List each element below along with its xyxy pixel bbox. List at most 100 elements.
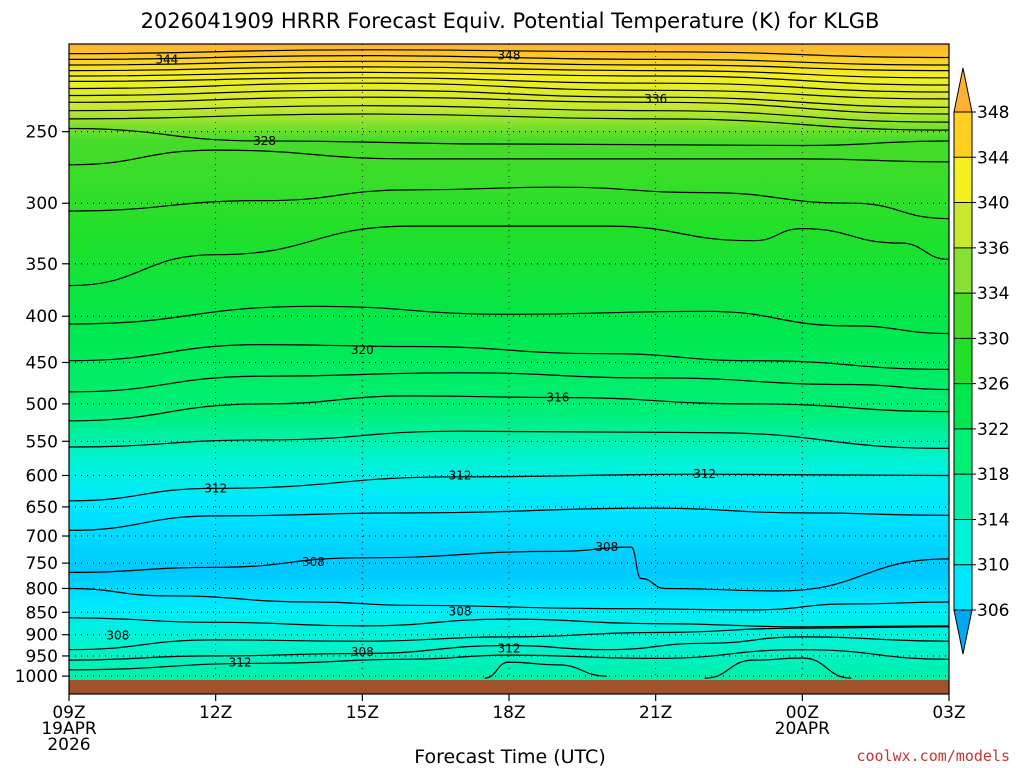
contour-line bbox=[69, 71, 949, 86]
contour-line bbox=[484, 661, 607, 679]
colorbar-label: 318 bbox=[977, 465, 1009, 485]
chart-title: 2026041909 HRRR Forecast Equiv. Potentia… bbox=[141, 9, 880, 33]
contour-line bbox=[69, 82, 949, 100]
x-tick-label: 21Z bbox=[639, 703, 672, 723]
gridlines bbox=[69, 44, 949, 694]
colorbar-segment bbox=[954, 428, 972, 475]
colorbar-segment bbox=[954, 474, 972, 520]
contour-label: 312 bbox=[204, 481, 227, 495]
y-tick-label: 750 bbox=[26, 554, 58, 574]
contour-label: 336 bbox=[644, 92, 667, 106]
contour-line bbox=[69, 60, 949, 72]
colorbar-label: 330 bbox=[977, 329, 1009, 349]
x-tick-label: 12Z bbox=[199, 703, 232, 723]
y-axis: 250 300 350 400 450 500 550 600 650 700 750 800 850 9… bbox=[15, 123, 69, 687]
contour-label: 312 bbox=[693, 467, 716, 481]
colorbar-label: 314 bbox=[977, 510, 1009, 530]
colorbar-min-arrow bbox=[953, 609, 973, 655]
contour-lines bbox=[69, 49, 949, 679]
x-tick-label: 09Z bbox=[52, 703, 85, 723]
contour-label: 320 bbox=[351, 343, 374, 357]
colorbar-label: 306 bbox=[977, 601, 1009, 621]
colorbar-label: 340 bbox=[977, 194, 1009, 214]
contour-line bbox=[69, 372, 949, 393]
y-tick-label: 600 bbox=[26, 466, 58, 486]
colorbar-segment bbox=[954, 519, 972, 565]
contour-line bbox=[69, 395, 949, 422]
colorbar-segment bbox=[954, 338, 972, 384]
contour-line bbox=[69, 473, 949, 502]
x-tick-label: 20APR bbox=[775, 719, 831, 739]
contour-label: 348 bbox=[498, 49, 521, 63]
contour-label: 308 bbox=[449, 604, 472, 618]
contour-line bbox=[69, 430, 949, 449]
contour-line bbox=[69, 626, 949, 651]
y-tick-label: 500 bbox=[26, 395, 58, 415]
contour-line bbox=[69, 507, 949, 531]
x-tick-label: 15Z bbox=[346, 703, 379, 723]
contour-label: 308 bbox=[351, 645, 374, 659]
contour-line bbox=[69, 343, 949, 370]
y-tick-label: 850 bbox=[26, 603, 58, 623]
colorbar-label: 310 bbox=[977, 556, 1009, 576]
colorbar-segment bbox=[954, 247, 972, 294]
y-tick-label: 250 bbox=[26, 123, 58, 143]
colorbar-label: 344 bbox=[977, 148, 1009, 168]
y-tick-label: 1000 bbox=[15, 667, 58, 687]
contour-line bbox=[69, 546, 949, 592]
contour-line bbox=[69, 149, 949, 166]
y-tick-label: 350 bbox=[26, 255, 58, 275]
colorbar-label: 348 bbox=[977, 103, 1009, 123]
y-tick-label: 800 bbox=[26, 579, 58, 599]
plot-area bbox=[69, 44, 949, 694]
y-tick-label: 700 bbox=[26, 527, 58, 547]
contour-label: 344 bbox=[155, 52, 178, 66]
colorbar-segment bbox=[954, 202, 972, 248]
contour-line bbox=[69, 587, 949, 611]
contour-line bbox=[69, 49, 949, 59]
contour-label: 308 bbox=[302, 555, 325, 569]
contour-line bbox=[69, 89, 949, 108]
colorbar-max-arrow bbox=[953, 67, 973, 113]
colorbar-label: 334 bbox=[977, 284, 1009, 304]
contour-line bbox=[69, 127, 949, 147]
colorbar-segment bbox=[954, 383, 972, 429]
contour-line bbox=[69, 225, 949, 287]
x-tick-label: 2026 bbox=[47, 735, 90, 755]
credit-text: coolwx.com/models bbox=[856, 747, 1010, 765]
colorbar: 306 310 314 318 322 326 330 334 336 340 344 348 bbox=[953, 67, 1009, 655]
colorbar-label: 322 bbox=[977, 420, 1009, 440]
ground-strip bbox=[69, 680, 949, 694]
y-tick-label: 300 bbox=[26, 194, 58, 214]
contour-label: 308 bbox=[595, 540, 618, 554]
y-tick-label: 950 bbox=[26, 647, 58, 667]
y-tick-label: 450 bbox=[26, 353, 58, 373]
colorbar-label: 326 bbox=[977, 375, 1009, 395]
contour-label: 312 bbox=[498, 641, 521, 655]
contour-label: 328 bbox=[253, 134, 276, 148]
contour-labels: 344 348 336 328 320 316 312 312 312 308 308 308 308 3… bbox=[106, 49, 716, 670]
contour-line bbox=[69, 636, 949, 661]
contour-line bbox=[704, 657, 852, 679]
x-tick-label: 00Z bbox=[786, 703, 819, 723]
colorbar-segment bbox=[954, 157, 972, 203]
colorbar-segment bbox=[954, 564, 972, 610]
contour-line bbox=[69, 96, 949, 115]
x-tick-label: 03Z bbox=[932, 703, 965, 723]
contour-line bbox=[69, 66, 949, 79]
contour-label: 308 bbox=[106, 629, 129, 643]
contour-line bbox=[69, 77, 949, 93]
colorbar-segment bbox=[954, 293, 972, 339]
contour-line bbox=[69, 113, 949, 131]
x-tick-label: 18Z bbox=[492, 703, 525, 723]
colorbar-label: 336 bbox=[977, 239, 1009, 259]
x-tick-label: 19APR bbox=[41, 719, 97, 739]
contour-line bbox=[69, 649, 949, 671]
y-tick-label: 900 bbox=[26, 626, 58, 646]
contour-label: 312 bbox=[449, 468, 472, 482]
contour-line bbox=[69, 54, 949, 66]
colorbar-segment bbox=[954, 112, 972, 158]
y-tick-label: 400 bbox=[26, 307, 58, 327]
y-tick-label: 650 bbox=[26, 498, 58, 518]
